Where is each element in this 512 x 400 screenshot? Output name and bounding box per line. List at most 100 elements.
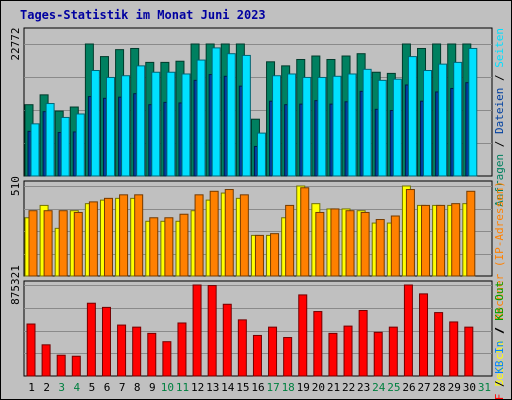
bar-top-seiten-day-17 — [272, 75, 282, 177]
bar-middle-rechner-ip-adressen--day-25 — [390, 215, 400, 277]
bar-bottom-kb-f-day-30 — [464, 326, 474, 377]
bar-top-seiten-day-5 — [90, 70, 100, 177]
bar-middle-rechner-ip-adressen--day-14 — [224, 189, 234, 277]
bar-bottom-kb-f-day-12 — [192, 284, 202, 377]
legend-bottom-item-1: / — [493, 374, 506, 394]
x-tick-label-day-13: 13 — [206, 381, 219, 394]
bar-top-seiten-day-16 — [256, 132, 266, 177]
bar-top-seiten-day-23 — [362, 68, 372, 177]
bar-bottom-kb-f-day-24 — [373, 331, 383, 377]
bar-top-seiten-day-18 — [287, 73, 297, 177]
legend-bottom: KB F / KB In / KB Out — [493, 281, 506, 400]
bar-middle-rechner-ip-adressen--day-17 — [270, 233, 280, 277]
bar-middle-rechner-ip-adressen--day-3 — [58, 210, 68, 277]
bar-middle-rechner-ip-adressen--day-28 — [436, 204, 446, 277]
bar-bottom-kb-f-day-11 — [177, 322, 187, 377]
bar-middle-rechner-ip-adressen--day-7 — [119, 194, 129, 277]
bar-bottom-kb-f-day-5 — [86, 302, 96, 377]
legend-middle-item-1: / — [493, 320, 506, 340]
bar-top-seiten-day-19 — [302, 76, 312, 177]
bar-middle-rechner-ip-adressen--day-10 — [164, 217, 174, 277]
legend-top-item-1: / — [493, 134, 506, 154]
bar-bottom-kb-f-day-15 — [237, 319, 247, 377]
bar-bottom-kb-f-day-10 — [162, 341, 172, 377]
ymax-label-top: 22772 — [9, 27, 22, 60]
bar-middle-rechner-ip-adressen--day-12 — [194, 194, 204, 277]
bar-top-seiten-day-20 — [317, 76, 327, 177]
bar-bottom-kb-f-day-2 — [41, 344, 51, 377]
x-tick-label-day-26: 26 — [402, 381, 415, 394]
bar-middle-rechner-ip-adressen--day-8 — [134, 194, 144, 277]
bar-middle-rechner-ip-adressen--day-27 — [421, 204, 431, 277]
bar-bottom-kb-f-day-7 — [117, 324, 127, 377]
x-tick-label-day-2: 2 — [43, 381, 50, 394]
bar-top-seiten-day-2 — [45, 103, 55, 177]
bar-middle-rechner-ip-adressen--day-30 — [466, 190, 476, 277]
chart-title: Tages-Statistik im Monat Juni 2023 — [20, 8, 266, 22]
bar-bottom-kb-f-day-21 — [328, 332, 338, 377]
bar-middle-rechner-ip-adressen--day-26 — [405, 189, 415, 277]
x-tick-label-day-14: 14 — [221, 381, 235, 394]
bar-bottom-kb-f-day-14 — [222, 303, 232, 377]
bar-bottom-kb-f-day-28 — [434, 312, 444, 377]
x-tick-label-day-12: 12 — [191, 381, 204, 394]
bar-middle-rechner-ip-adressen--day-20 — [315, 211, 325, 277]
x-tick-label-day-28: 28 — [433, 381, 446, 394]
x-tick-label-day-5: 5 — [89, 381, 96, 394]
x-tick-label-day-16: 16 — [251, 381, 264, 394]
x-tick-label-day-11: 11 — [176, 381, 189, 394]
bar-bottom-kb-f-day-3 — [56, 354, 66, 377]
bar-bottom-kb-f-day-17 — [268, 326, 278, 377]
bar-bottom-kb-f-day-8 — [132, 326, 142, 377]
bar-middle-rechner-ip-adressen--day-22 — [345, 210, 355, 277]
x-tick-label-day-31: 31 — [478, 381, 491, 394]
bar-middle-rechner-ip-adressen--day-13 — [209, 190, 219, 277]
x-tick-label-day-24: 24 — [372, 381, 386, 394]
legend-top-item-2: Dateien — [493, 88, 506, 134]
bar-top-seiten-day-1 — [30, 123, 40, 177]
bar-bottom-kb-f-day-23 — [358, 310, 368, 377]
legend-bottom-item-0: KB F — [493, 394, 506, 400]
x-tick-label-day-21: 21 — [327, 381, 340, 394]
bar-top-seiten-day-14 — [226, 53, 236, 177]
x-tick-label-day-29: 29 — [448, 381, 461, 394]
legend-top-item-3: / — [493, 68, 506, 88]
bar-top-seiten-day-22 — [347, 73, 357, 177]
bar-top-seiten-day-27 — [423, 70, 433, 177]
bar-top-seiten-day-24 — [377, 79, 387, 177]
bar-top-seiten-day-7 — [121, 75, 131, 177]
legend-bottom-item-2: KB In — [493, 341, 506, 374]
x-tick-label-day-3: 3 — [58, 381, 65, 394]
legend-top-item-4: Seiten — [493, 28, 506, 68]
bar-middle-rechner-ip-adressen--day-16 — [254, 234, 264, 277]
x-tick-label-day-17: 17 — [266, 381, 279, 394]
legend-middle-item-2: Rechner (IP-Adressen) — [493, 181, 506, 320]
bar-bottom-kb-f-day-1 — [26, 323, 36, 377]
bar-middle-rechner-ip-adressen--day-5 — [88, 201, 98, 277]
bar-bottom-kb-f-day-27 — [419, 293, 429, 377]
x-tick-label-day-6: 6 — [104, 381, 111, 394]
bar-top-seiten-day-3 — [60, 116, 70, 177]
x-tick-label-day-20: 20 — [312, 381, 325, 394]
legend-bottom-item-4: KB Out — [493, 281, 506, 321]
bar-middle-rechner-ip-adressen--day-23 — [360, 211, 370, 277]
bar-top-seiten-day-9 — [151, 71, 161, 177]
bar-top-seiten-day-13 — [211, 47, 221, 177]
bar-bottom-kb-f-day-25 — [388, 326, 398, 377]
bar-top-seiten-day-15 — [241, 54, 251, 177]
bar-middle-rechner-ip-adressen--day-15 — [239, 194, 249, 277]
x-tick-label-day-18: 18 — [282, 381, 295, 394]
bar-top-seiten-day-11 — [181, 73, 191, 177]
x-tick-label-day-10: 10 — [161, 381, 174, 394]
bar-top-seiten-day-12 — [196, 59, 206, 177]
bar-middle-rechner-ip-adressen--day-6 — [103, 197, 113, 277]
ymax-label-bottom: 875321 — [9, 265, 22, 305]
bar-bottom-kb-f-day-4 — [71, 355, 81, 377]
x-tick-label-day-9: 9 — [149, 381, 156, 394]
x-tick-label-day-4: 4 — [74, 381, 81, 394]
x-tick-label-day-22: 22 — [342, 381, 355, 394]
bar-middle-rechner-ip-adressen--day-24 — [375, 219, 385, 277]
bar-top-seiten-day-28 — [438, 63, 448, 177]
x-tick-label-day-25: 25 — [387, 381, 400, 394]
